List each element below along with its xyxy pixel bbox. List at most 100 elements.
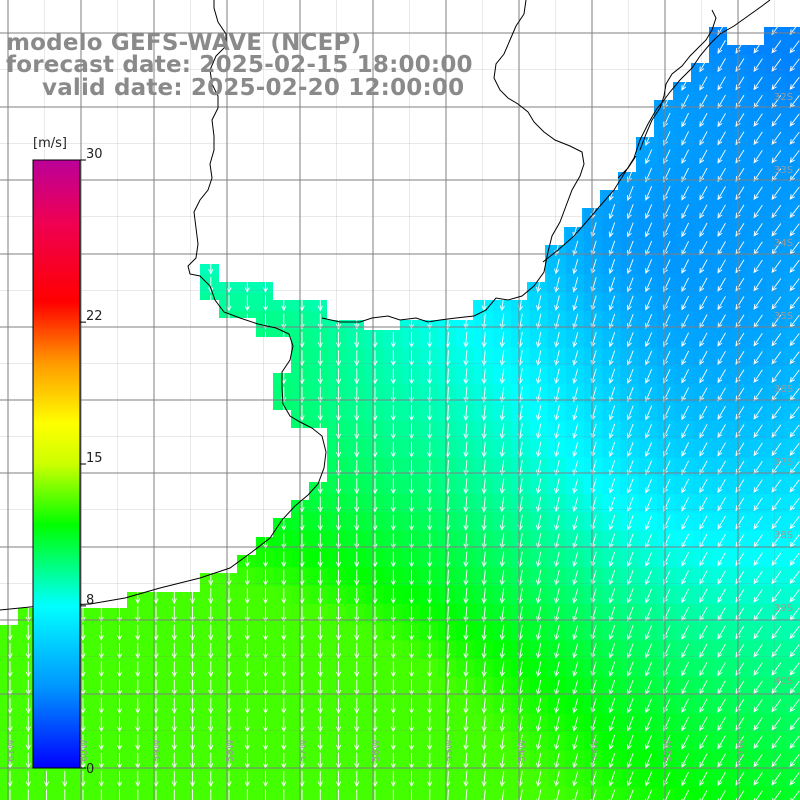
wind-arrow — [481, 679, 487, 696]
wind-arrow — [208, 441, 214, 458]
wind-speed-cell — [529, 146, 549, 166]
wind-speed-cell — [109, 786, 129, 800]
wind-speed-cell — [346, 201, 366, 221]
wind-arrow — [299, 350, 305, 367]
wind-speed-cell — [419, 622, 439, 642]
wind-arrow — [189, 734, 196, 751]
wind-speed-cell — [565, 439, 585, 459]
wind-arrow — [753, 662, 763, 676]
wind-arrow — [262, 240, 269, 257]
wind-speed-cell — [675, 201, 695, 221]
wind-speed-cell — [255, 695, 275, 715]
wind-speed-cell — [292, 439, 311, 459]
wind-speed-cell — [784, 237, 800, 257]
wind-speed-cell — [109, 164, 129, 184]
wind-arrow — [626, 478, 634, 494]
wind-speed-cell — [0, 677, 19, 696]
wind-speed-cell — [237, 567, 257, 587]
longitude-label: 53W — [590, 739, 601, 762]
wind-arrow — [608, 423, 616, 439]
wind-arrow — [789, 76, 800, 91]
wind-arrow — [481, 331, 487, 348]
wind-speed-cell — [529, 402, 549, 422]
wind-speed-cell — [255, 201, 275, 221]
wind-arrow — [408, 350, 415, 367]
wind-arrow — [116, 679, 123, 696]
wind-speed-cell — [127, 640, 147, 660]
wind-arrow — [572, 661, 579, 678]
wind-speed-cell — [602, 603, 622, 623]
wind-arrow — [463, 478, 469, 495]
wind-speed-cell — [474, 201, 494, 221]
wind-arrow — [699, 295, 708, 311]
wind-arrow — [681, 295, 690, 311]
wind-arrow — [463, 514, 469, 531]
wind-speed-cell — [784, 457, 800, 477]
wind-speed-cell — [237, 512, 257, 532]
wind-speed-cell — [529, 91, 549, 111]
wind-speed-cell — [620, 658, 640, 678]
wind-arrow — [573, 3, 578, 17]
wind-speed-cell — [511, 658, 530, 678]
wind-speed-cell — [711, 91, 731, 111]
wind-speed-cell — [255, 475, 275, 495]
wind-arrow — [572, 569, 579, 586]
wind-speed-cell — [675, 91, 695, 111]
wind-speed-cell — [255, 750, 275, 770]
wind-speed-cell — [18, 750, 38, 770]
wind-arrow — [645, 643, 653, 659]
wind-speed-cell — [711, 311, 731, 330]
wind-arrow — [208, 789, 214, 800]
wind-speed-cell — [91, 713, 111, 733]
wind-speed-cell — [748, 164, 768, 184]
wind-speed-cell — [730, 603, 749, 623]
wind-arrow — [645, 76, 653, 92]
wind-speed-cell — [620, 585, 640, 605]
wind-speed-cell — [456, 695, 476, 715]
wind-arrow — [499, 588, 505, 605]
wind-arrow — [262, 624, 269, 641]
wind-speed-cell — [584, 219, 603, 239]
wind-speed-cell — [18, 677, 38, 696]
wind-arrow — [717, 460, 726, 475]
wind-arrow — [608, 496, 616, 513]
wind-speed-cell — [638, 530, 658, 550]
wind-speed-cell — [511, 384, 530, 404]
wind-speed-cell — [584, 585, 603, 605]
wind-speed-cell — [547, 457, 567, 477]
wind-arrow — [608, 661, 616, 677]
wind-arrow — [281, 643, 287, 660]
wind-arrow — [244, 588, 250, 605]
wind-arrow — [335, 478, 342, 495]
wind-speed-cell — [547, 146, 567, 166]
wind-speed-cell — [675, 732, 695, 751]
wind-speed-cell — [694, 0, 713, 19]
wind-speed-cell — [219, 109, 238, 129]
wind-speed-cell — [365, 658, 384, 678]
wind-arrow — [98, 295, 104, 312]
wind-speed-cell — [127, 164, 147, 184]
wind-speed-cell — [602, 311, 622, 330]
wind-speed-cell — [657, 274, 676, 294]
wind-arrow — [317, 277, 323, 294]
wind-speed-cell — [620, 256, 640, 276]
wind-speed-cell — [383, 658, 403, 678]
wind-speed-cell — [565, 512, 585, 532]
wind-arrow — [717, 39, 726, 55]
wind-arrow — [262, 185, 269, 202]
wind-arrow — [481, 496, 487, 513]
wind-speed-cell — [693, 622, 713, 642]
wind-arrow — [499, 569, 505, 586]
wind-arrow — [390, 112, 396, 129]
wind-arrow — [717, 552, 726, 567]
wind-speed-cell — [255, 457, 275, 477]
wind-arrow — [25, 295, 31, 312]
wind-speed-cell — [0, 128, 19, 147]
wind-speed-cell — [219, 622, 238, 642]
wind-arrow — [117, 3, 121, 18]
wind-speed-cell — [219, 658, 238, 678]
wind-speed-cell — [638, 567, 658, 587]
wind-speed-cell — [511, 549, 530, 568]
wind-speed-cell — [638, 494, 658, 513]
wind-speed-cell — [438, 768, 457, 788]
